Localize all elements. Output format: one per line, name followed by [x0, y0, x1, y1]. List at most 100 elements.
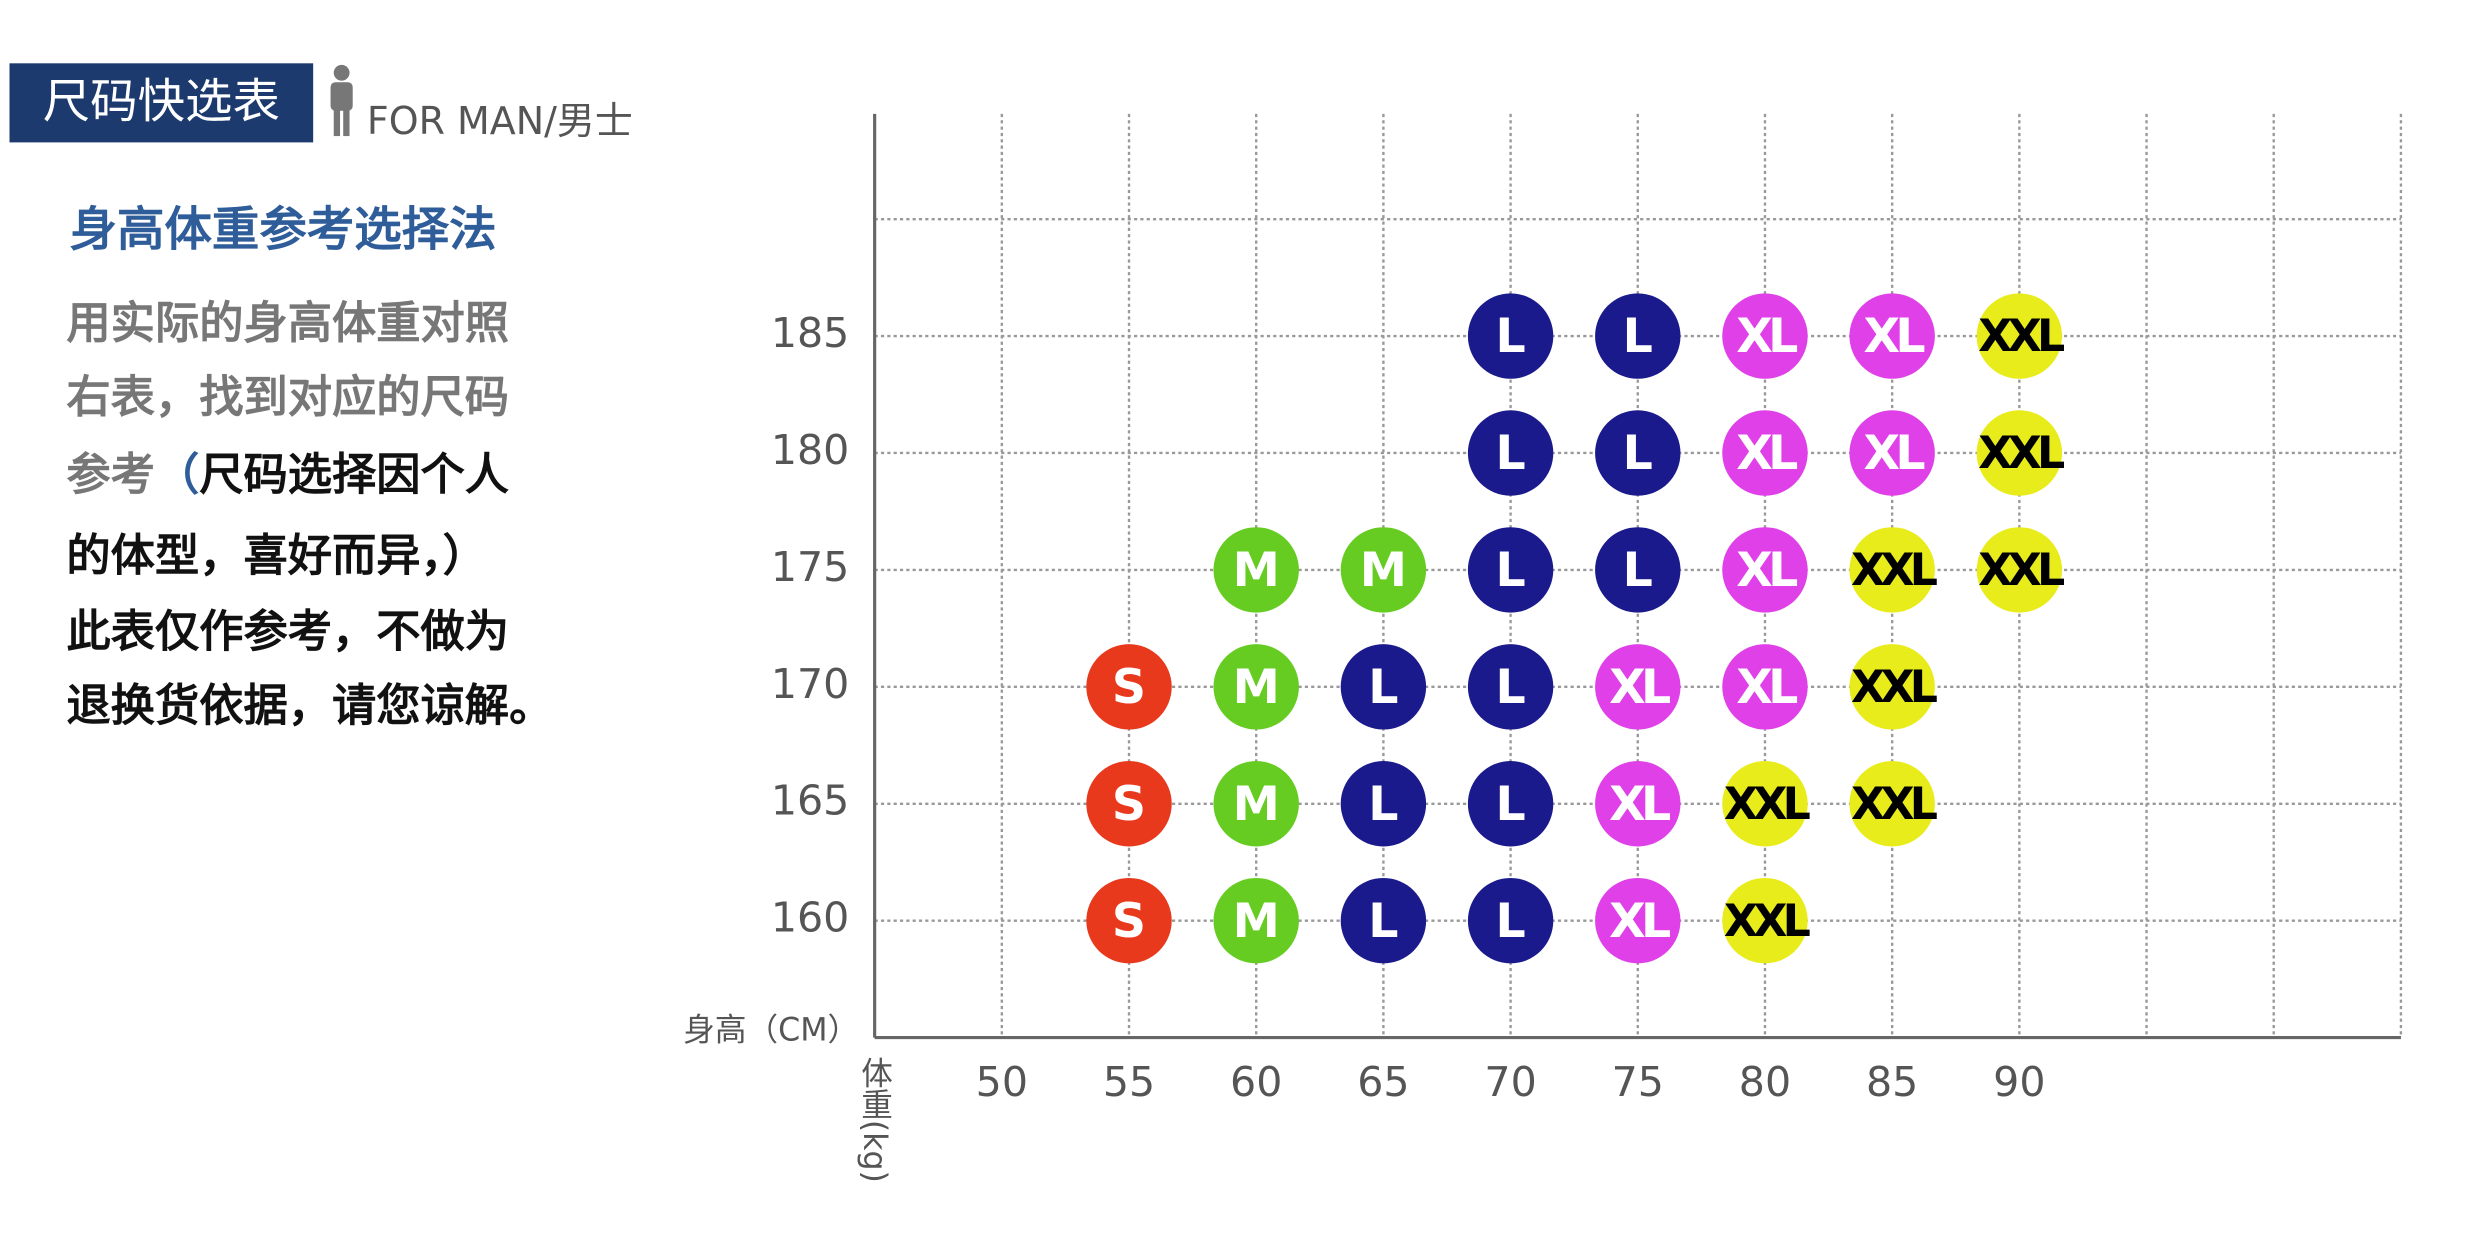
size-label: M: [1360, 543, 1407, 598]
sidebar-line: 的体型，喜好而异，）: [66, 530, 487, 581]
size-label: L: [1495, 894, 1525, 949]
badge: [9, 63, 314, 143]
x-tick-label: 55: [1103, 1058, 1155, 1106]
y-tick-label: 165: [771, 777, 849, 825]
size-label: XL: [1609, 894, 1670, 949]
text-segment: 右表，找到对应的尺码: [66, 372, 509, 423]
size-marker: [1086, 877, 1172, 964]
size-marker: [1722, 293, 1808, 379]
size-label: XXL: [1978, 428, 2064, 479]
sidebar-heading: 身高体重参考选择法: [70, 203, 497, 258]
size-marker: [1467, 877, 1554, 964]
size-marker: [1213, 527, 1299, 613]
size-marker: [1467, 293, 1554, 379]
size-label: XXL: [1851, 662, 1937, 713]
size-label: L: [1368, 894, 1398, 949]
y-axis-label: 身高（CM）: [683, 1012, 859, 1048]
size-marker: [1595, 761, 1681, 847]
size-marker: [1467, 527, 1554, 613]
y-tick-label: 175: [771, 543, 849, 591]
size-marker: [1213, 644, 1299, 730]
size-marker: [1213, 761, 1299, 847]
y-tick-label: 185: [771, 309, 849, 357]
x-tick-label: 65: [1357, 1058, 1409, 1106]
size-marker: [1340, 761, 1427, 847]
size-label: S: [1112, 777, 1146, 832]
size-marker: [1722, 644, 1808, 730]
size-marker: [1976, 293, 2063, 379]
size-marker: [1595, 877, 1681, 964]
sidebar-line: 退换货依据，请您谅解。: [66, 681, 553, 732]
size-label: M: [1233, 543, 1280, 598]
text-segment: 用实际的身高体重对照: [66, 298, 509, 349]
size-marker: [1595, 644, 1681, 730]
size-marker: [1595, 410, 1681, 496]
person-icon: [330, 64, 353, 137]
sidebar-line: 右表，找到对应的尺码: [66, 372, 509, 423]
size-marker: [1849, 410, 1935, 496]
size-marker: [1340, 877, 1427, 964]
size-label: L: [1368, 777, 1398, 832]
size-marker: [1467, 410, 1554, 496]
text-segment: 此表仅作参考，不做为: [66, 606, 509, 657]
x-tick-label: 70: [1484, 1058, 1536, 1106]
size-marker: [1595, 527, 1681, 613]
size-marker: [1595, 293, 1681, 379]
size-label: XL: [1736, 426, 1797, 481]
size-label: L: [1368, 660, 1398, 715]
size-marker: [1976, 527, 2063, 613]
sidebar-line: 用实际的身高体重对照: [66, 298, 509, 349]
size-label: L: [1623, 426, 1653, 481]
size-marker: [1086, 761, 1172, 847]
size-marker: [1467, 761, 1554, 847]
size-marker: [1849, 644, 1935, 730]
text-segment: 退换货依据，请您谅解。: [66, 681, 553, 732]
size-label: XL: [1736, 660, 1797, 715]
size-label: S: [1112, 660, 1146, 715]
size-label: XXL: [1978, 545, 2064, 596]
size-label: L: [1495, 777, 1525, 832]
size-label: L: [1495, 660, 1525, 715]
size-label: XXL: [1724, 779, 1810, 830]
size-label: M: [1233, 660, 1280, 715]
x-tick-label: 80: [1739, 1058, 1791, 1106]
size-label: L: [1623, 543, 1653, 598]
size-marker: [1340, 527, 1427, 613]
size-marker: [1976, 410, 2063, 496]
y-tick-label: 180: [771, 426, 849, 474]
size-label: XL: [1609, 660, 1670, 715]
text-segment: 尺码选择因个人: [199, 450, 510, 501]
x-tick-label: 60: [1230, 1058, 1282, 1106]
x-tick-label: 85: [1866, 1058, 1918, 1106]
size-label: L: [1495, 543, 1525, 598]
x-axis-label: 体重(kg): [856, 1056, 893, 1182]
size-label: L: [1495, 426, 1525, 481]
y-tick-label: 160: [771, 894, 849, 942]
size-marker: [1722, 527, 1808, 613]
size-label: XXL: [1724, 896, 1810, 947]
x-tick-label: 90: [1993, 1058, 2045, 1106]
size-marker: [1467, 644, 1554, 730]
sidebar-line: 此表仅作参考，不做为: [66, 606, 509, 657]
size-marker: [1849, 527, 1935, 613]
size-label: XL: [1736, 309, 1797, 364]
size-label: XL: [1864, 309, 1925, 364]
sidebar-line: 参考（尺码选择因个人: [66, 450, 509, 501]
size-marker: [1722, 761, 1808, 847]
size-label: M: [1233, 777, 1280, 832]
x-tick-label: 75: [1612, 1058, 1664, 1106]
size-marker: [1849, 761, 1935, 847]
size-label: S: [1112, 894, 1146, 949]
badge-text: 尺码快选表: [43, 74, 280, 129]
x-tick-label: 50: [976, 1058, 1028, 1106]
size-label: XL: [1736, 543, 1797, 598]
size-label: XXL: [1851, 545, 1937, 596]
size-marker: [1340, 644, 1427, 730]
size-label: L: [1623, 309, 1653, 364]
size-label: XXL: [1851, 779, 1937, 830]
text-segment: 的体型，喜好而异，）: [66, 530, 487, 581]
size-label: M: [1233, 894, 1280, 949]
